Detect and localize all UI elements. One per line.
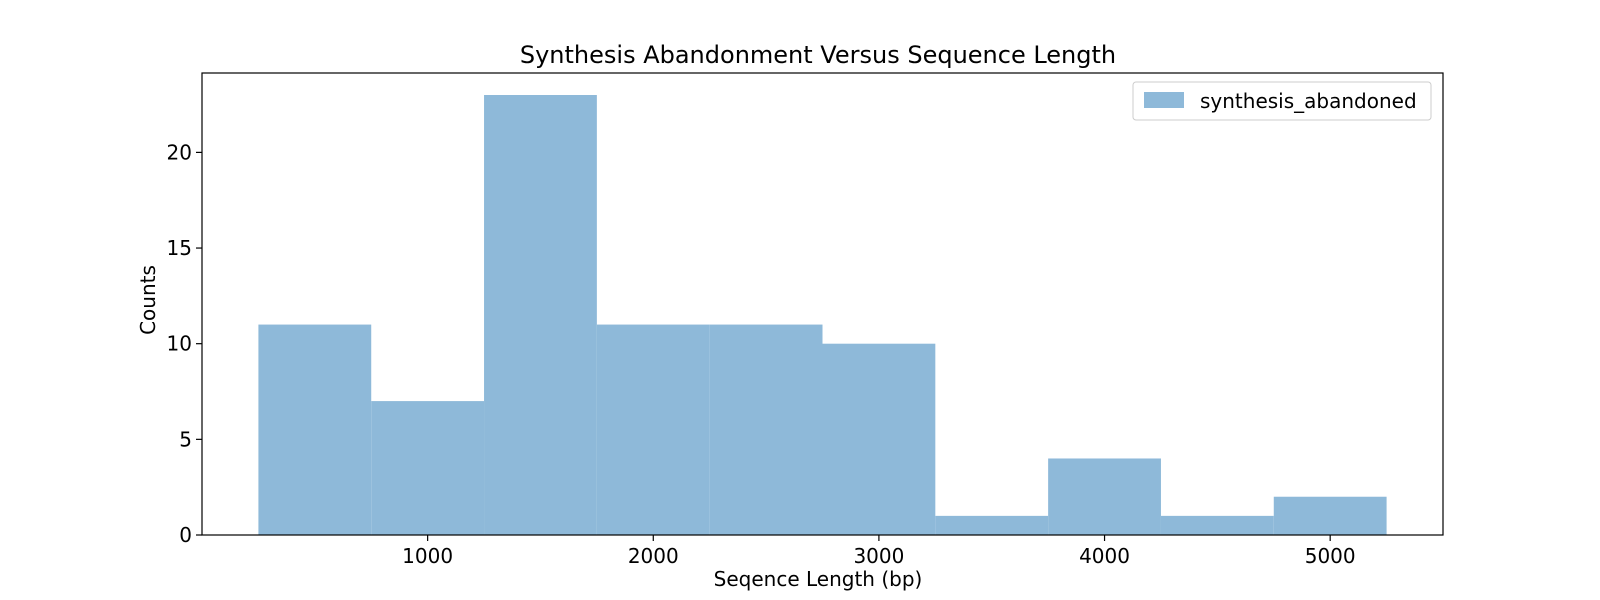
y-tick-label: 10 <box>167 332 192 356</box>
y-axis-label: Counts <box>136 265 160 335</box>
histogram-bar-10 <box>1273 496 1387 535</box>
y-axis-ticks: 0 5 10 15 20 <box>167 140 202 547</box>
chart-title: Synthesis Abandonment Versus Sequence Le… <box>520 41 1116 69</box>
x-tick-label: 2000 <box>628 544 679 568</box>
x-tick-label: 1000 <box>402 544 453 568</box>
x-tick-label: 3000 <box>853 544 904 568</box>
legend-label: synthesis_abandoned <box>1200 89 1417 113</box>
y-tick-label: 0 <box>179 523 192 547</box>
x-axis-label: Seqence Length (bp) <box>714 567 923 591</box>
legend: synthesis_abandoned <box>1132 81 1432 121</box>
legend-swatch <box>1144 92 1184 108</box>
histogram-bar-2 <box>371 401 485 535</box>
plot-area-frame <box>201 72 1444 536</box>
histogram-bar-1 <box>258 324 372 535</box>
histogram-bar-4 <box>596 324 710 535</box>
legend-box <box>1132 81 1432 121</box>
y-tick-label: 15 <box>167 236 192 260</box>
histogram-bars <box>258 95 1387 535</box>
histogram-bar-5 <box>709 324 823 535</box>
histogram-bar-8 <box>1048 458 1161 535</box>
y-tick-label: 5 <box>179 427 192 451</box>
histogram-bar-7 <box>935 515 1049 535</box>
histogram-bar-6 <box>822 343 936 535</box>
x-tick-label: 4000 <box>1079 544 1130 568</box>
x-axis-ticks: 1000 2000 3000 4000 5000 <box>402 535 1356 568</box>
histogram-bar-3 <box>484 95 597 535</box>
histogram-bar-9 <box>1160 515 1274 535</box>
y-tick-label: 20 <box>167 140 192 164</box>
x-tick-label: 5000 <box>1305 544 1356 568</box>
